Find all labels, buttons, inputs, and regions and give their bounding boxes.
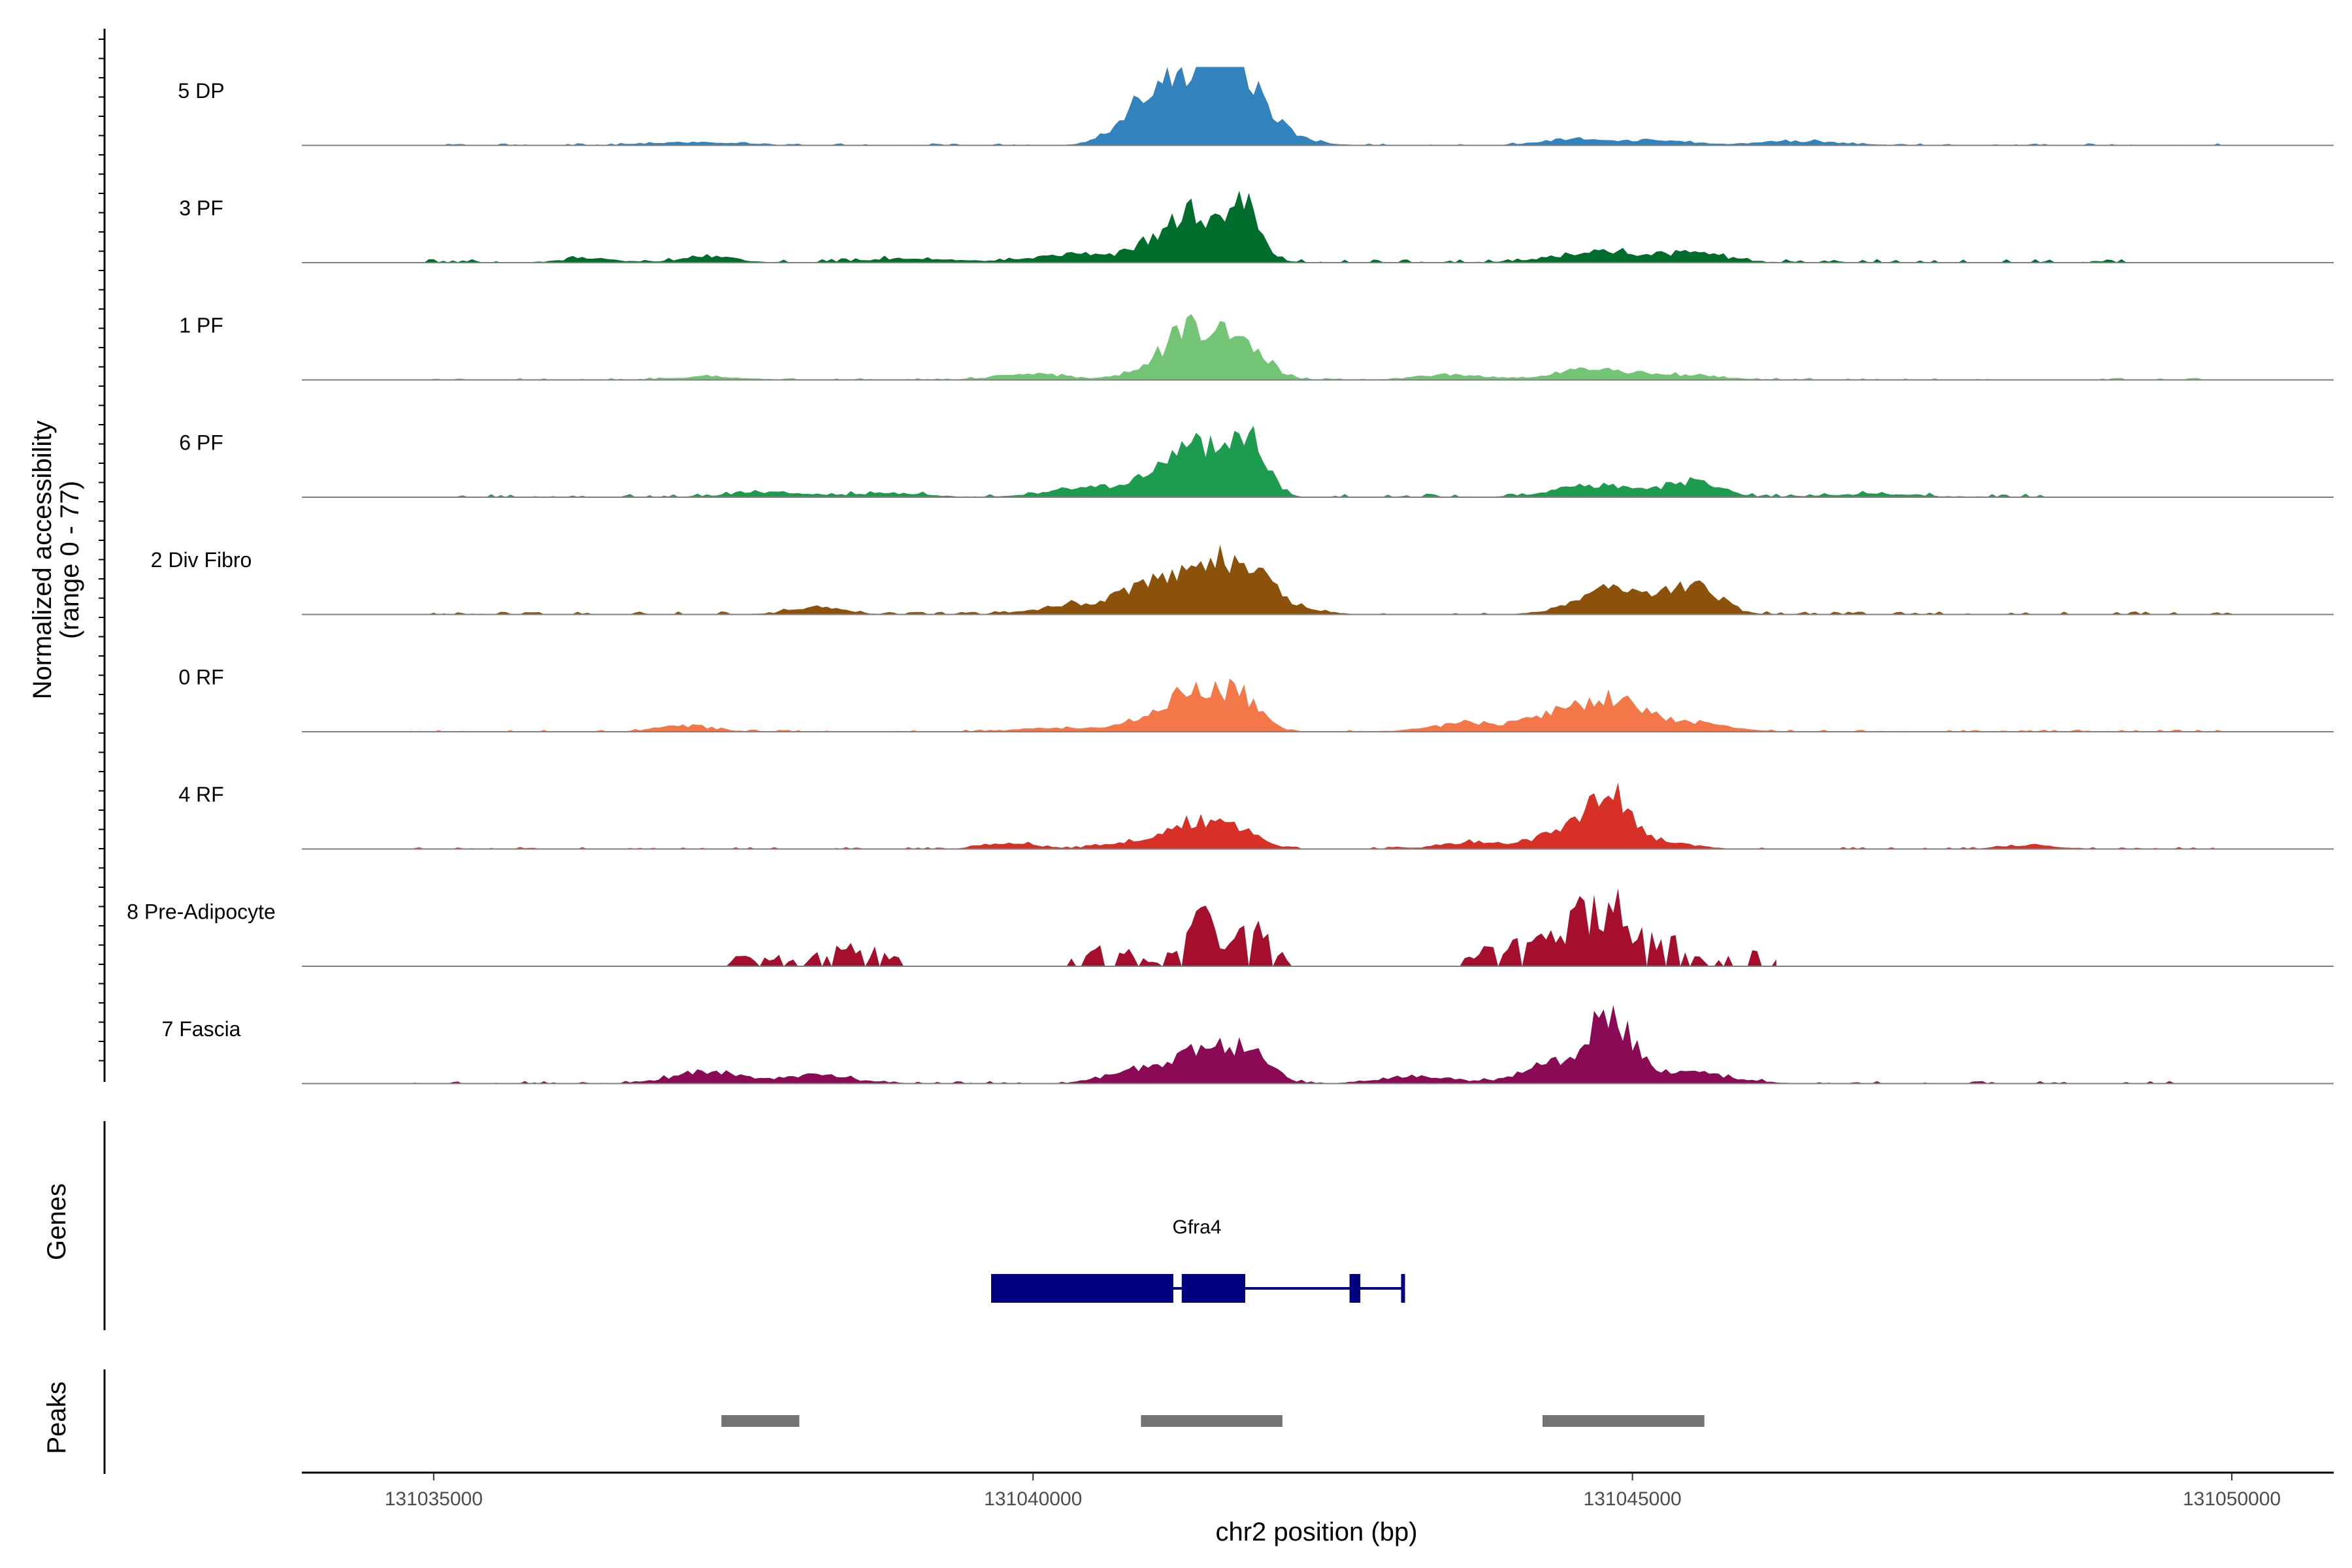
track-label: 2 Div Fibro	[151, 548, 252, 572]
x-tick-label: 131045000	[1584, 1488, 1682, 1510]
x-axis: 131035000 131040000 131045000 131050000	[302, 1471, 2334, 1510]
gene-exon	[991, 1274, 1173, 1303]
coverage-area	[410, 544, 2232, 615]
gene-label: Gfra4	[1172, 1217, 1221, 1238]
x-axis-title: chr2 position (bp)	[1215, 1518, 1417, 1546]
y-axis-title: Normalized accessibility	[28, 421, 57, 700]
genes-track-label: Genes	[42, 1183, 71, 1260]
peak-region-track	[103, 1369, 1705, 1474]
x-tick-label: 131035000	[385, 1488, 483, 1510]
coverage-track: 4 RF	[178, 782, 2334, 850]
peak-region	[721, 1415, 800, 1427]
coverage-track: 7 Fascia	[162, 1005, 2334, 1085]
coverage-track: 3 PF	[179, 190, 2334, 263]
track-label: 0 RF	[178, 666, 223, 689]
coverage-area	[410, 1005, 2184, 1084]
track-label: 1 PF	[179, 314, 223, 337]
coverage-track: 6 PF	[179, 425, 2334, 498]
coverage-area	[410, 888, 1776, 966]
gene-annotation-track	[103, 1121, 1405, 1330]
peak-region	[1141, 1415, 1282, 1427]
track-label: 4 RF	[178, 783, 223, 806]
coverage-area	[410, 782, 2232, 849]
coverage-area	[410, 425, 2124, 497]
coverage-tracks: 5 DP 3 PF 1 PF 6 PF 2 Div Fibro 0 RF 4 RF 8 Pre…	[99, 29, 2334, 1085]
x-tick-label: 131040000	[984, 1488, 1082, 1510]
track-label: 5 DP	[178, 79, 224, 103]
coverage-track: 5 DP	[178, 67, 2334, 146]
gene-exon	[1401, 1274, 1405, 1303]
gene-exon	[1181, 1274, 1245, 1303]
track-label: 3 PF	[179, 197, 223, 220]
peaks-track-label: Peaks	[42, 1381, 71, 1454]
y-axis-range: (range 0 - 77)	[56, 481, 84, 639]
coverage-area	[410, 678, 2232, 732]
coverage-track: 2 Div Fibro	[151, 544, 2334, 615]
track-label: 8 Pre-Adipocyte	[127, 900, 276, 924]
gene-exon	[1349, 1274, 1361, 1303]
peak-region	[1543, 1415, 1705, 1427]
track-label: 7 Fascia	[162, 1017, 241, 1041]
x-tick-label: 131050000	[2183, 1488, 2281, 1510]
coverage-area	[410, 67, 2232, 146]
coverage-area	[410, 190, 2148, 263]
coverage-track: 1 PF	[179, 314, 2334, 381]
coverage-track: 0 RF	[178, 666, 2334, 732]
coverage-area	[410, 314, 2232, 380]
coverage-track: 8 Pre-Adipocyte	[127, 888, 2334, 967]
track-label: 6 PF	[179, 431, 223, 455]
